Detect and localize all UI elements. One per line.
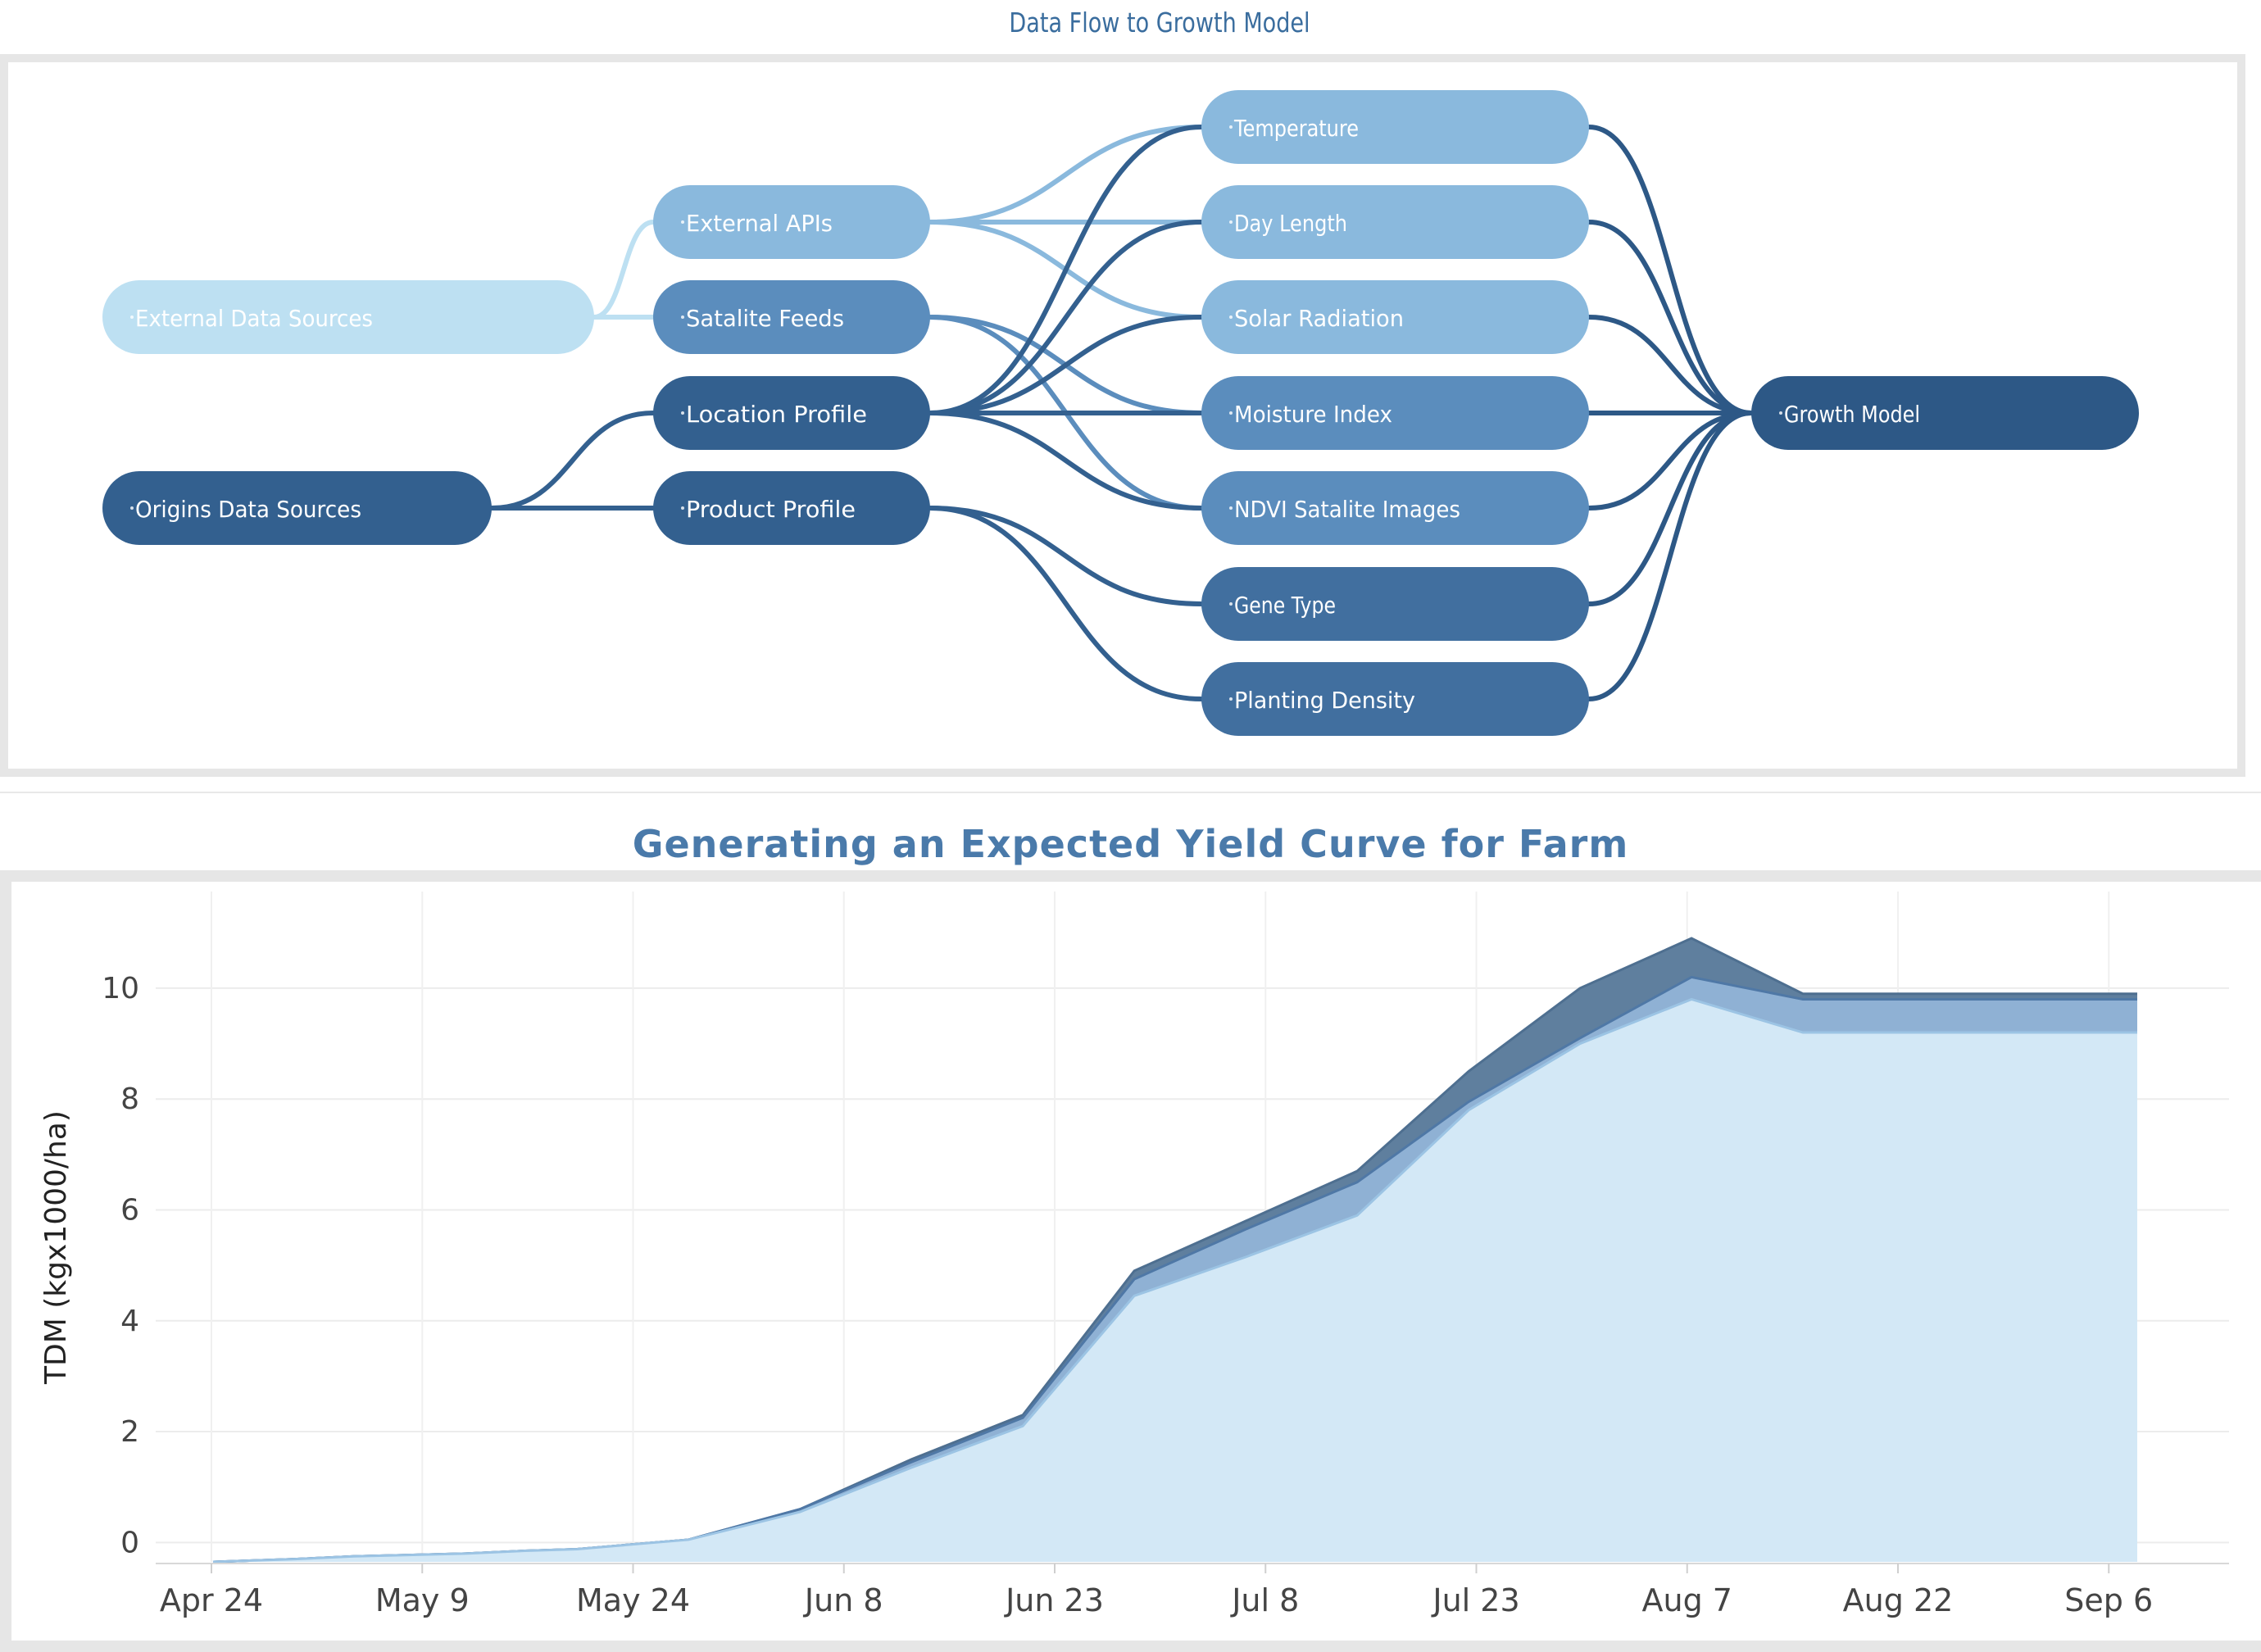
x-tick-label: Jul 23 — [1431, 1582, 1519, 1618]
y-tick-label: 4 — [120, 1305, 139, 1338]
y-tick-label: 8 — [120, 1082, 139, 1116]
x-tick-label: Sep 6 — [2064, 1582, 2153, 1618]
y-axis-label: TDM (kgx1000/ha) — [39, 1110, 73, 1385]
x-tick-label: Jul 8 — [1230, 1582, 1299, 1618]
x-tick-label: Apr 24 — [160, 1582, 263, 1618]
x-tick-label: Aug 22 — [1843, 1582, 1954, 1618]
y-tick-label: 0 — [120, 1526, 139, 1559]
y-tick-labels: 0 2 4 6 8 10 — [102, 972, 139, 1559]
x-tick-label: Jun 8 — [803, 1582, 883, 1618]
x-tick-label: Jun 23 — [1004, 1582, 1104, 1618]
x-tick-label: Aug 7 — [1642, 1582, 1732, 1618]
y-tick-label: 6 — [120, 1193, 139, 1227]
y-tick-label: 10 — [102, 972, 139, 1005]
y-tick-label: 2 — [120, 1415, 139, 1449]
x-tick-label: May 9 — [375, 1582, 470, 1618]
x-tick-label: May 24 — [576, 1582, 690, 1618]
chart-series — [213, 938, 2137, 1562]
x-tick-labels: Apr 24 May 9 May 24 Jun 8 Jun 23 Jul 8 Jul 23 A… — [160, 1564, 2153, 1618]
